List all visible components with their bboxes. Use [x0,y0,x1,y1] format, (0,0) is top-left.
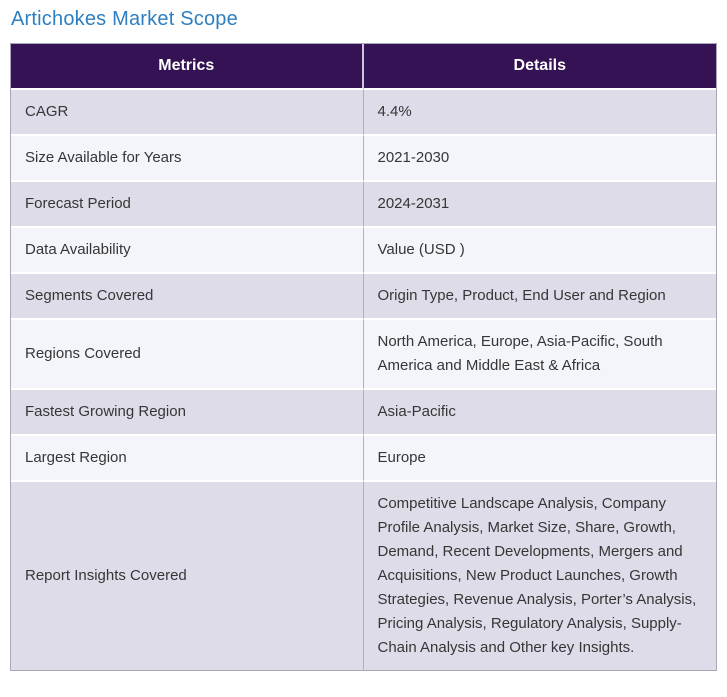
table-row: Data Availability Value (USD ) [11,228,716,274]
detail-cell: Competitive Landscape Analysis, Company … [363,482,716,670]
metric-cell: Largest Region [11,436,364,482]
header-row: Metrics Details [11,44,716,90]
detail-cell: North America, Europe, Asia-Pacific, Sou… [363,320,716,390]
metric-cell: Size Available for Years [11,136,364,182]
detail-cell: 4.4% [363,90,716,136]
table-row: Segments Covered Origin Type, Product, E… [11,274,716,320]
detail-cell: Origin Type, Product, End User and Regio… [363,274,716,320]
market-scope-table: Metrics Details CAGR 4.4% Size Available… [10,43,717,671]
table-row: Size Available for Years 2021-2030 [11,136,716,182]
table-row: Report Insights Covered Competitive Land… [11,482,716,670]
detail-cell: Value (USD ) [363,228,716,274]
metric-cell: Data Availability [11,228,364,274]
detail-cell: Asia-Pacific [363,390,716,436]
metrics-column-header: Metrics [11,44,364,90]
detail-cell: Europe [363,436,716,482]
details-column-header: Details [363,44,716,90]
metric-cell: Fastest Growing Region [11,390,364,436]
table-row: Largest Region Europe [11,436,716,482]
table-row: Fastest Growing Region Asia-Pacific [11,390,716,436]
metric-cell: Segments Covered [11,274,364,320]
metric-cell: Forecast Period [11,182,364,228]
metric-cell: Regions Covered [11,320,364,390]
table-row: Regions Covered North America, Europe, A… [11,320,716,390]
table-row: Forecast Period 2024-2031 [11,182,716,228]
page-title: Artichokes Market Scope [11,8,238,30]
metric-cell: CAGR [11,90,364,136]
table-row: CAGR 4.4% [11,90,716,136]
detail-cell: 2021-2030 [363,136,716,182]
metric-cell: Report Insights Covered [11,482,364,670]
detail-cell: 2024-2031 [363,182,716,228]
